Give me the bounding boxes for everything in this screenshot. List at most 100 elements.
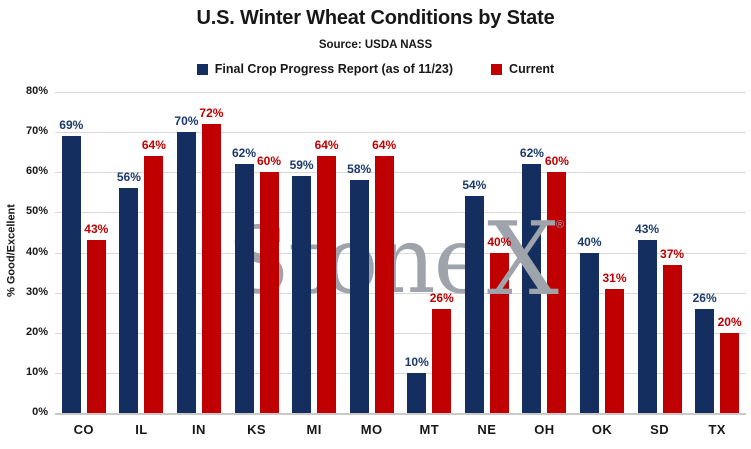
bar-groups-container: 69% 43% 56% 64% 70% 72% 62% 60% 59% 64% 58% 64% 10% 2… <box>55 92 746 413</box>
bar-final-tx <box>695 308 715 413</box>
bar-value-label: 40% <box>487 234 512 249</box>
registered-trademark-icon: ® <box>556 219 565 231</box>
y-tick-label: 30% <box>25 285 48 298</box>
y-tick-label: 10% <box>25 365 48 378</box>
bar-current-oh <box>547 172 567 413</box>
bar-final-co <box>61 136 81 413</box>
x-tick-label-co: CO <box>73 422 94 437</box>
y-tick-label: 20% <box>25 325 48 338</box>
bar-final-in <box>176 132 196 413</box>
bar-value-label: 43% <box>84 222 109 237</box>
y-tick-label: 80% <box>25 85 48 97</box>
bar-value-label: 62% <box>519 146 544 161</box>
bar-group-mi: 59% 64% <box>285 92 343 413</box>
bar-value-label: 31% <box>602 270 627 285</box>
bar-group-in: 70% 72% <box>170 92 228 413</box>
y-tick-label: 50% <box>25 205 48 218</box>
x-tick-label-oh: OH <box>534 422 555 437</box>
x-tick-label-ne: NE <box>477 422 497 437</box>
bar-value-label: 54% <box>462 178 487 193</box>
legend-label-current: Current <box>509 62 555 76</box>
bar-value-label: 56% <box>116 170 141 185</box>
gridline <box>55 212 746 214</box>
bar-value-label: 62% <box>232 146 257 161</box>
bar-value-label: 60% <box>257 154 282 169</box>
bar-current-co <box>86 240 106 413</box>
bar-current-tx <box>720 332 740 413</box>
bar-group-co: 69% 43% <box>55 92 113 413</box>
bar-group-ok: 40% 31% <box>573 92 631 413</box>
bar-value-label: 60% <box>544 154 569 169</box>
gridline <box>55 372 746 374</box>
x-tick-label-mt: MT <box>419 422 440 437</box>
y-tick-label: 0% <box>32 406 48 418</box>
bar-final-ok <box>579 252 599 413</box>
bar-group-tx: 26% 20% <box>688 92 746 413</box>
bar-group-ks: 62% 60% <box>228 92 286 413</box>
gridline <box>55 252 746 254</box>
bar-value-label: 59% <box>289 158 314 173</box>
bar-current-mi <box>317 156 337 413</box>
bar-final-mi <box>292 176 312 413</box>
legend-item-final-report: Final Crop Progress Report (as of 11/23) <box>196 62 454 76</box>
bar-final-oh <box>522 164 542 413</box>
gridline <box>55 172 746 174</box>
chart-legend: Final Crop Progress Report (as of 11/23)… <box>0 62 751 76</box>
x-tick-label-sd: SD <box>650 422 669 437</box>
chart-subtitle: Source: USDA NASS <box>318 39 433 51</box>
bar-value-label: 10% <box>404 354 429 369</box>
x-tick-label-mo: MO <box>360 422 383 437</box>
bar-value-label: 26% <box>429 290 454 305</box>
x-tick-label-ks: KS <box>247 422 266 437</box>
legend-swatch-final-report-icon <box>196 63 208 75</box>
bar-current-sd <box>662 264 682 413</box>
bar-value-label: 37% <box>660 246 685 261</box>
bar-final-ks <box>234 164 254 413</box>
x-axis: CO IL IN KS MI MO MT NE OH OK SD TX <box>55 422 746 437</box>
x-tick-label-mi: MI <box>306 422 322 437</box>
x-tick-label-ok: OK <box>591 422 613 437</box>
y-tick-label: 40% <box>25 245 48 258</box>
x-tick-label-il: IL <box>135 422 148 437</box>
bar-value-label: 64% <box>372 138 397 153</box>
legend-swatch-current-icon <box>491 63 503 75</box>
bar-value-label: 69% <box>59 118 84 133</box>
x-tick-label-in: IN <box>192 422 206 437</box>
gridline <box>55 132 746 134</box>
bar-current-in <box>201 124 221 413</box>
bar-value-label: 70% <box>174 114 199 129</box>
bar-group-mo: 58% 64% <box>343 92 401 413</box>
y-tick-label: 70% <box>25 125 48 138</box>
bar-current-ks <box>259 172 279 413</box>
bar-current-mt <box>432 308 452 413</box>
gridline <box>55 332 746 334</box>
gridline <box>55 92 746 93</box>
bar-final-mo <box>349 180 369 413</box>
bar-group-ne: 54% 40% <box>458 92 516 413</box>
bar-final-ne <box>464 196 484 413</box>
bar-value-label: 40% <box>577 234 602 249</box>
bar-current-ok <box>604 288 624 413</box>
bar-current-il <box>144 156 164 413</box>
bar-value-label: 64% <box>314 138 339 153</box>
bar-value-label: 64% <box>141 138 166 153</box>
legend-label-final-report: Final Crop Progress Report (as of 11/23) <box>214 62 454 76</box>
bar-final-mt <box>407 372 427 413</box>
bar-group-sd: 43% 37% <box>631 92 689 413</box>
bar-value-label: 58% <box>347 162 372 177</box>
bar-group-mt: 10% 26% <box>400 92 458 413</box>
bar-value-label: 43% <box>635 222 660 237</box>
bar-group-oh: 62% 60% <box>516 92 574 413</box>
x-tick-label-tx: TX <box>708 422 726 437</box>
stonex-watermark-x: X <box>487 200 559 318</box>
bar-value-label: 72% <box>199 106 224 121</box>
y-tick-label: 60% <box>25 165 48 178</box>
bar-current-ne <box>489 252 509 413</box>
bar-value-label: 26% <box>692 290 717 305</box>
plot-area: 69% 43% 56% 64% 70% 72% 62% 60% 59% 64% 58% 64% 10% 2… <box>55 92 746 415</box>
bar-final-il <box>119 188 139 413</box>
bar-current-mo <box>374 156 394 413</box>
chart-title: U.S. Winter Wheat Conditions by State <box>196 7 555 29</box>
bar-final-sd <box>637 240 657 413</box>
bar-group-il: 56% 64% <box>113 92 171 413</box>
